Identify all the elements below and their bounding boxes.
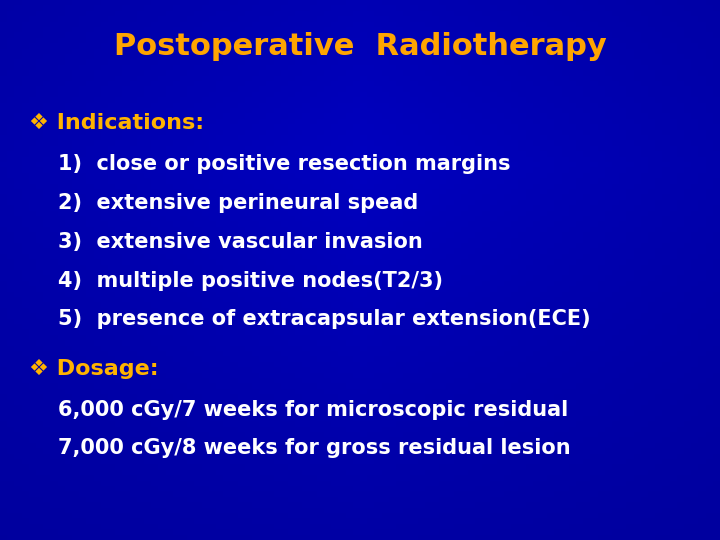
- Text: 3)  extensive vascular invasion: 3) extensive vascular invasion: [58, 232, 423, 252]
- Text: ❖ Indications:: ❖ Indications:: [29, 113, 204, 133]
- Text: 4)  multiple positive nodes(T2/3): 4) multiple positive nodes(T2/3): [58, 271, 443, 291]
- Text: 2)  extensive perineural spead: 2) extensive perineural spead: [58, 193, 418, 213]
- Text: 6,000 cGy/7 weeks for microscopic residual: 6,000 cGy/7 weeks for microscopic residu…: [58, 400, 568, 420]
- Text: ❖ Dosage:: ❖ Dosage:: [29, 359, 158, 379]
- Text: 7,000 cGy/8 weeks for gross residual lesion: 7,000 cGy/8 weeks for gross residual les…: [58, 438, 570, 458]
- Text: Postoperative  Radiotherapy: Postoperative Radiotherapy: [114, 32, 606, 62]
- Text: 1)  close or positive resection margins: 1) close or positive resection margins: [58, 154, 510, 174]
- Text: 5)  presence of extracapsular extension(ECE): 5) presence of extracapsular extension(E…: [58, 309, 590, 329]
